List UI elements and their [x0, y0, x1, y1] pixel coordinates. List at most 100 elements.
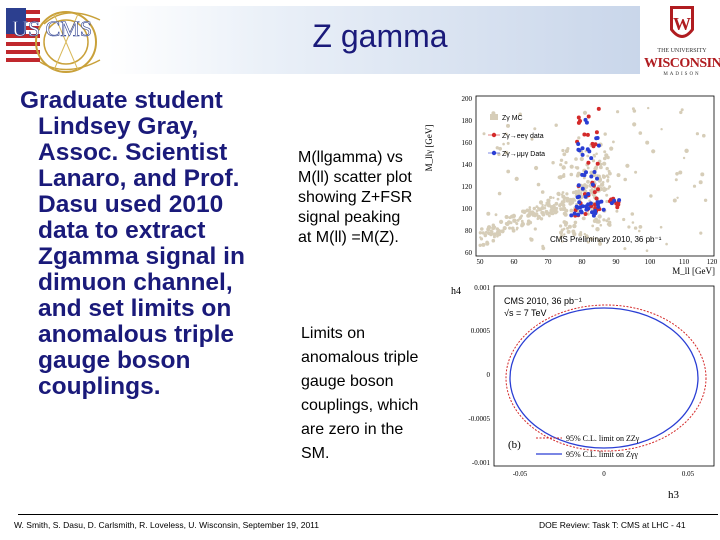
legend-mc-swatch — [490, 114, 498, 120]
ee-data-point — [594, 196, 599, 201]
mc-point — [562, 227, 566, 231]
mc-point — [481, 231, 485, 235]
plot1-frame — [475, 95, 715, 257]
mc-point — [597, 238, 601, 242]
desc-line: signal peaking — [298, 209, 401, 226]
mc-point — [479, 237, 484, 241]
mc-point — [531, 211, 536, 216]
main-text-line: and set limits on — [38, 295, 232, 322]
mc-point — [703, 198, 708, 202]
mc-point — [602, 161, 607, 166]
ee-data-point — [595, 161, 600, 166]
mc-point — [489, 229, 493, 233]
mc-point — [569, 164, 574, 169]
desc-line: gauge boson — [301, 373, 394, 390]
plot1-ytick: 160 — [462, 139, 473, 147]
mc-point — [520, 221, 525, 227]
mc-point — [544, 209, 549, 214]
mc-point — [582, 176, 586, 180]
mc-point — [520, 214, 523, 218]
mc-point — [659, 225, 663, 229]
mc-point — [699, 231, 703, 235]
mc-point — [500, 229, 505, 234]
plot1-ytick: 140 — [462, 161, 473, 169]
mc-point — [600, 188, 603, 191]
mc-point — [602, 218, 606, 222]
mc-point — [508, 226, 512, 230]
mumu-data-point — [590, 210, 594, 215]
mc-point — [568, 200, 573, 204]
ee-data-point — [596, 106, 601, 111]
mc-point — [592, 153, 596, 157]
mc-point — [520, 219, 524, 223]
mc-point — [486, 211, 491, 216]
mc-point — [549, 208, 554, 213]
desc-line: SM. — [301, 445, 330, 462]
mc-point — [539, 217, 544, 221]
mc-point — [559, 158, 564, 162]
mumu-data-point — [584, 170, 588, 175]
mc-point — [484, 230, 488, 234]
mc-point — [632, 109, 637, 113]
mc-point — [638, 131, 643, 135]
limit-contour-zgg — [509, 307, 699, 449]
mc-point — [566, 226, 569, 230]
mumu-data-point — [572, 211, 577, 216]
mc-point — [649, 194, 653, 198]
mc-point — [535, 209, 539, 213]
plot2-ytick: 0.001 — [474, 284, 490, 292]
plot2-annotation2: √s = 7 TeV — [504, 308, 547, 318]
mumu-data-point — [575, 205, 580, 210]
mc-point — [597, 219, 601, 223]
mc-point — [591, 224, 595, 228]
mumu-data-point — [569, 213, 574, 218]
plot2-ylabel: h4 — [451, 286, 461, 297]
mc-point — [586, 240, 590, 244]
plot1-xtick: 80 — [579, 258, 587, 266]
mc-point — [606, 155, 610, 160]
ee-data-point — [586, 114, 591, 119]
mc-point — [605, 199, 609, 204]
uw-line2: WISCONSIN — [644, 56, 720, 71]
plot2-ytick: 0 — [487, 371, 491, 379]
mc-point — [498, 146, 502, 151]
footer-divider — [18, 514, 718, 515]
mc-point — [684, 148, 689, 153]
mc-point — [675, 172, 679, 176]
plot2-ytick: -0.0005 — [468, 415, 490, 423]
plot2-xtick: -0.05 — [513, 470, 528, 478]
desc-line: showing Z+FSR — [298, 189, 413, 206]
mc-point — [579, 156, 584, 162]
mc-point — [491, 238, 496, 243]
mc-point — [534, 165, 539, 171]
limits-plot-description: Limits on anomalous triple gauge boson c… — [301, 322, 461, 466]
mc-point — [538, 200, 544, 205]
mumu-data-point — [593, 208, 598, 213]
mc-point — [554, 201, 559, 206]
mc-point — [478, 231, 483, 235]
mc-point — [559, 224, 563, 228]
uw-crest-icon: W — [670, 6, 694, 38]
mc-point — [486, 225, 492, 230]
mumu-data-point — [580, 186, 585, 191]
mc-point — [702, 133, 706, 138]
ee-data-point — [576, 115, 581, 120]
mc-point — [571, 229, 576, 234]
mc-point — [514, 176, 519, 181]
mumu-data-point — [580, 152, 585, 157]
mc-point — [504, 150, 509, 155]
mc-point — [612, 140, 615, 144]
mc-point — [482, 132, 486, 136]
mc-point — [559, 163, 563, 167]
uw-line1: THE UNIVERSITY — [657, 48, 707, 54]
mc-point — [497, 152, 501, 157]
mc-point — [627, 225, 631, 229]
main-text-line: gauge boson — [38, 347, 191, 374]
mc-point — [563, 233, 566, 236]
mc-point — [499, 219, 504, 224]
ee-data-point — [582, 132, 587, 137]
mc-point — [558, 175, 563, 180]
main-text-line: couplings. — [38, 373, 161, 400]
mc-point — [561, 203, 566, 208]
mc-point — [533, 227, 537, 231]
